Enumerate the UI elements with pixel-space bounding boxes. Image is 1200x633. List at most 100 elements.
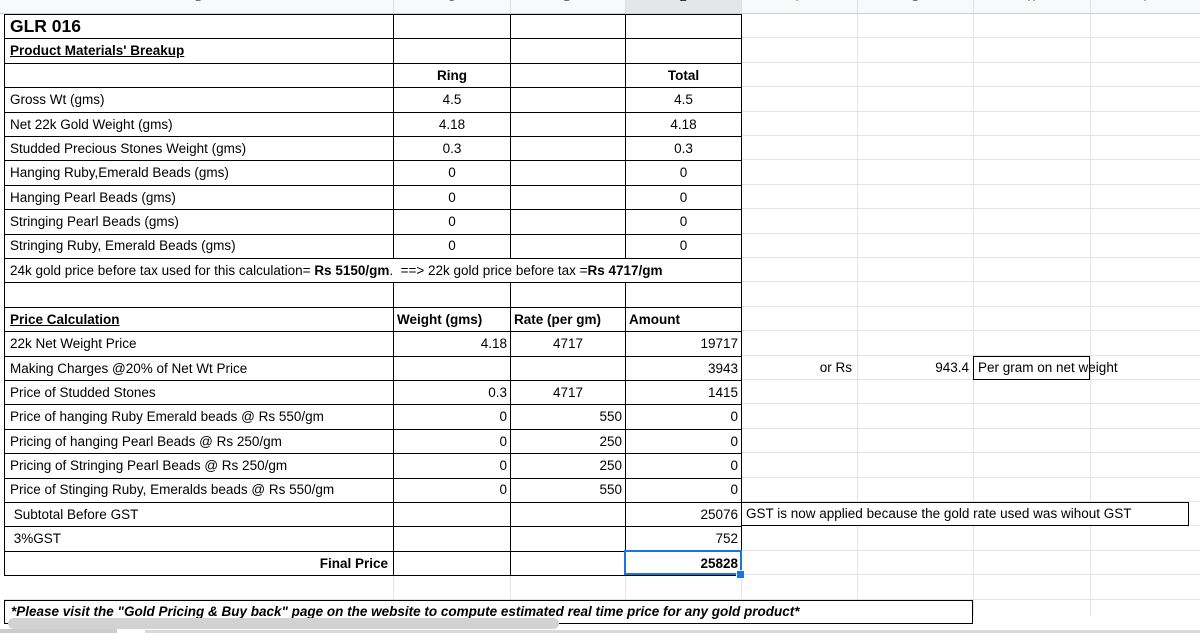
cell-ring-header[interactable]: Ring <box>394 63 511 89</box>
cell-price-label[interactable]: Pricing of hanging Pearl Beads @ Rs 250/… <box>5 429 394 455</box>
cell-rate-value[interactable]: 250 <box>511 429 626 455</box>
selection-fill-handle[interactable] <box>736 570 745 579</box>
cell-amount-value-selected[interactable]: 25828 <box>626 551 742 577</box>
cell-weight-value[interactable]: 0 <box>394 478 511 503</box>
cell-price-label[interactable]: Price of Stinging Ruby, Emeralds beads @… <box>5 478 394 503</box>
column-header-H[interactable]: H <box>1012 0 1052 4</box>
cell-amount-value[interactable]: 19717 <box>626 332 742 357</box>
cell-amount-value[interactable]: 3943 <box>626 356 742 381</box>
cell-total-value[interactable]: 0.3 <box>626 136 742 162</box>
cell-rate-note[interactable]: 24k gold price before tax used for this … <box>5 259 742 284</box>
cell-price-label[interactable]: 3%GST <box>5 527 394 552</box>
cell-rate-value[interactable]: 4717 <box>511 380 626 406</box>
cell-ring-value[interactable]: 0 <box>394 210 511 235</box>
cell-ring-value[interactable]: 4.18 <box>394 112 511 137</box>
cell-rate-value[interactable]: 4717 <box>511 332 626 357</box>
cell-price-section-title[interactable]: Price Calculation <box>5 307 394 333</box>
cell-empty[interactable] <box>511 283 626 308</box>
cell-weight-value[interactable] <box>394 356 511 381</box>
cell-ring-value[interactable]: 0 <box>394 161 511 186</box>
cell-weight-value[interactable]: 4.18 <box>394 332 511 357</box>
cell-rate-value[interactable]: 550 <box>511 405 626 430</box>
cell-empty[interactable] <box>511 210 626 235</box>
cell-price-label[interactable]: 22k Net Weight Price <box>5 332 394 357</box>
cell-materials-section-title[interactable]: Product Materials' Breakup <box>5 39 394 64</box>
column-header-strip[interactable]: B C D E F G H I <box>0 0 1200 14</box>
cell-gst-note[interactable]: GST is now applied because the gold rate… <box>741 502 1189 527</box>
cell-ring-value[interactable]: 0.3 <box>394 136 511 162</box>
cell-empty[interactable] <box>394 283 511 308</box>
cell-amount-value[interactable]: 0 <box>626 478 742 503</box>
column-header-D[interactable]: D <box>548 0 588 4</box>
cell-empty[interactable] <box>511 161 626 186</box>
horizontal-scrollbar[interactable] <box>8 618 559 629</box>
cell-empty[interactable] <box>511 234 626 259</box>
cell-rate-value[interactable]: 550 <box>511 478 626 503</box>
column-header-B[interactable]: B <box>179 0 219 4</box>
cell-total-header[interactable]: Total <box>626 63 742 89</box>
cell-amount-value[interactable]: 25076 <box>626 502 742 528</box>
cell-empty[interactable] <box>626 39 742 64</box>
cell-material-label[interactable]: Net 22k Gold Weight (gms) <box>5 112 394 137</box>
cell-amount-value[interactable]: 1415 <box>626 380 742 406</box>
cell-ring-value[interactable]: 0 <box>394 234 511 259</box>
cell-total-value[interactable]: 0 <box>626 161 742 186</box>
cell-material-label[interactable]: Studded Precious Stones Weight (gms) <box>5 136 394 162</box>
cell-empty[interactable] <box>5 283 394 308</box>
cell-per-gram-value[interactable]: 943.4 <box>935 360 969 376</box>
cell-material-label[interactable]: Hanging Pearl Beads (gms) <box>5 185 394 211</box>
cell-empty[interactable] <box>626 15 742 40</box>
column-header-C[interactable]: C <box>432 0 472 4</box>
column-header-G[interactable]: G <box>895 0 935 4</box>
cell-amount-value[interactable]: 0 <box>626 429 742 455</box>
cell-material-label[interactable]: Hanging Ruby,Emerald Beads (gms) <box>5 161 394 186</box>
cell-per-gram-label[interactable]: Per gram on net weight <box>973 355 1118 380</box>
cell-empty[interactable] <box>511 15 626 40</box>
column-header-I[interactable]: I <box>1125 0 1165 4</box>
cell-empty[interactable] <box>511 136 626 162</box>
cell-weight-value[interactable] <box>394 502 511 528</box>
cell-amount-header[interactable]: Amount <box>626 307 742 333</box>
column-header-E[interactable]: E <box>663 0 703 4</box>
cell-rate-header[interactable]: Rate (per gm) <box>511 307 626 333</box>
cell-total-value[interactable]: 0 <box>626 210 742 235</box>
cell-weight-value[interactable]: 0 <box>394 405 511 430</box>
cell-weight-value[interactable]: 0 <box>394 429 511 455</box>
cell-amount-value[interactable]: 0 <box>626 454 742 479</box>
cell-product-code[interactable]: GLR 016 <box>5 15 394 40</box>
cell-price-label[interactable]: Pricing of Stringing Pearl Beads @ Rs 25… <box>5 454 394 479</box>
cell-rate-value[interactable] <box>511 502 626 528</box>
cell-price-label[interactable]: Final Price <box>5 551 394 577</box>
cell-empty[interactable] <box>511 185 626 211</box>
cell-rate-value[interactable] <box>511 551 626 577</box>
cell-or-rs[interactable]: or Rs <box>819 360 852 376</box>
cell-total-value[interactable]: 0 <box>626 234 742 259</box>
cell-weight-header[interactable]: Weight (gms) <box>394 307 511 333</box>
cell-weight-value[interactable] <box>394 551 511 577</box>
cell-ring-value[interactable]: 4.5 <box>394 88 511 113</box>
cell-price-label[interactable]: Making Charges @20% of Net Wt Price <box>5 356 394 381</box>
cell-empty[interactable] <box>394 39 511 64</box>
cell-empty[interactable] <box>511 88 626 113</box>
cell-material-label[interactable]: Stringing Ruby, Emerald Beads (gms) <box>5 234 394 259</box>
cell-rate-value[interactable] <box>511 527 626 552</box>
cell-empty[interactable] <box>394 15 511 40</box>
cell-material-label[interactable]: Gross Wt (gms) <box>5 88 394 113</box>
cell-price-label[interactable]: Subtotal Before GST <box>5 502 394 528</box>
cell-ring-value[interactable]: 0 <box>394 185 511 211</box>
cell-rate-value[interactable] <box>511 356 626 381</box>
cell-total-value[interactable]: 0 <box>626 185 742 211</box>
cell-price-label[interactable]: Price of Studded Stones <box>5 380 394 406</box>
cell-rate-value[interactable]: 250 <box>511 454 626 479</box>
cell-amount-value[interactable]: 752 <box>626 527 742 552</box>
cell-total-value[interactable]: 4.5 <box>626 88 742 113</box>
cell-weight-value[interactable]: 0.3 <box>394 380 511 406</box>
cell-amount-value[interactable]: 0 <box>626 405 742 430</box>
column-header-F[interactable]: F <box>779 0 819 4</box>
cell-empty[interactable] <box>511 112 626 137</box>
cell-empty[interactable] <box>626 283 742 308</box>
cell-weight-value[interactable] <box>394 527 511 552</box>
cell-material-label[interactable]: Stringing Pearl Beads (gms) <box>5 210 394 235</box>
cell-empty[interactable] <box>5 63 394 89</box>
cell-total-value[interactable]: 4.18 <box>626 112 742 137</box>
